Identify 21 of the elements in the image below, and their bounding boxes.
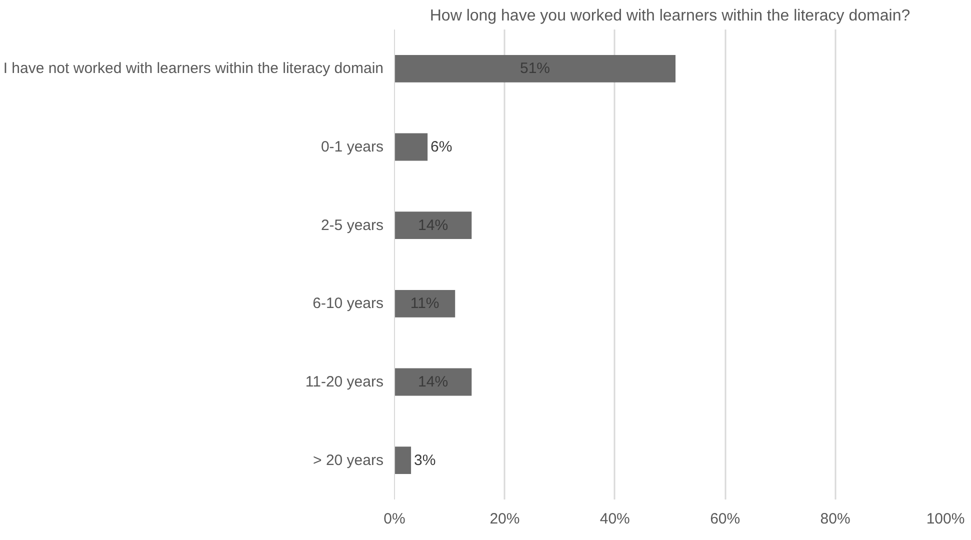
x-tick-label: 80% — [820, 510, 850, 528]
x-tick-label: 0% — [384, 510, 406, 528]
x-tick-label: 20% — [490, 510, 520, 528]
y-tick-label: 6-10 years — [312, 295, 384, 312]
bar — [394, 212, 472, 240]
bar — [394, 54, 676, 82]
data-label: 6% — [430, 138, 452, 156]
y-tick-label: 11-20 years — [305, 374, 384, 390]
y-tick-label: > 20 years — [313, 452, 384, 469]
x-tick-label: 100% — [926, 510, 965, 528]
y-tick-label: 0-1 years — [320, 138, 384, 156]
chart-title: How long have you worked with learners within the literacy domain? — [430, 8, 910, 24]
y-tick-label: 2-5 years — [320, 216, 384, 234]
bar — [394, 133, 428, 161]
bar — [394, 446, 412, 474]
bar — [394, 290, 456, 318]
y-tick-label: I have not worked with learners within the literacy domain — [3, 60, 384, 78]
bar — [394, 368, 472, 396]
x-tick-label: 60% — [710, 510, 740, 528]
x-tick-label: 40% — [600, 510, 630, 528]
data-label: 3% — [414, 452, 436, 469]
